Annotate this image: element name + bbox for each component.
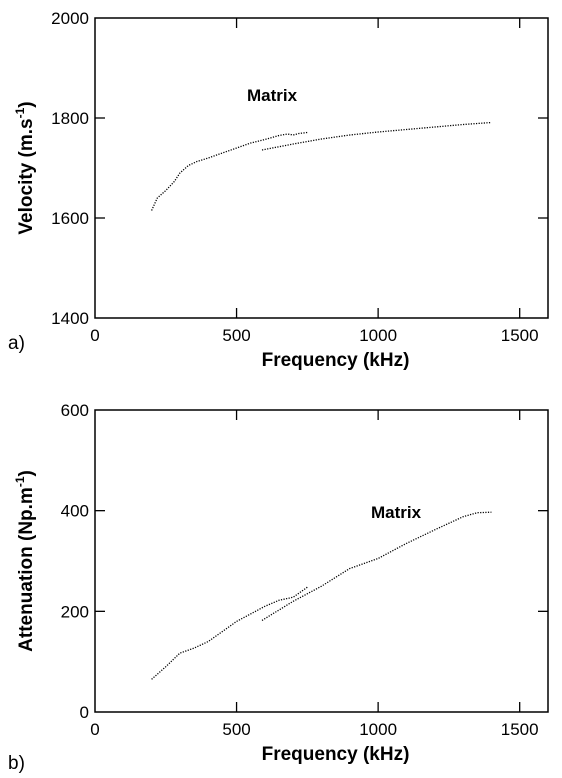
x-tick-label: 1000 (359, 326, 397, 345)
y-tick-label: 1400 (51, 309, 89, 328)
plot-frame (94, 17, 549, 319)
chart-panel-2: 0 500 1000 1500 0 200 400 600 Matrix Frequency (k… (8, 401, 549, 774)
annotation-label: Matrix (247, 86, 298, 105)
y-tick-label: 1800 (51, 109, 89, 128)
x-axis-title: Frequency (kHz) (262, 350, 410, 371)
y-tick-label: 1600 (51, 209, 89, 228)
x-tick-label: 500 (222, 720, 250, 739)
y-tick-label: 0 (80, 703, 89, 722)
x-tick-label: 0 (90, 326, 99, 345)
plot-frame (94, 409, 549, 713)
x-tick-label: 1000 (359, 720, 397, 739)
y-tick-label: 200 (61, 602, 89, 621)
x-tick-label: 1500 (501, 720, 539, 739)
annotation-label: Matrix (371, 503, 422, 522)
x-tick-label: 0 (90, 720, 99, 739)
series-line-1 (151, 131, 308, 211)
series-line-1 (151, 586, 308, 680)
y-axis-title: Attenuation (Np.m-1) (13, 470, 37, 652)
series-line-2 (261, 121, 492, 151)
x-tick-label: 1500 (501, 326, 539, 345)
panel-label: a) (8, 333, 25, 354)
x-axis-title: Frequency (kHz) (262, 744, 410, 765)
y-tick-label: 400 (61, 502, 89, 521)
chart-panel-1: 0 500 1000 1500 1400 1600 1800 2000 Matrix Freque… (8, 9, 549, 371)
y-axis-title: Velocity (m.s-1) (13, 101, 37, 234)
y-tick-label: 2000 (51, 9, 89, 28)
x-tick-label: 500 (222, 326, 250, 345)
y-tick-label: 600 (61, 401, 89, 420)
panel-label: b) (8, 753, 25, 774)
series-line-2 (261, 511, 492, 621)
